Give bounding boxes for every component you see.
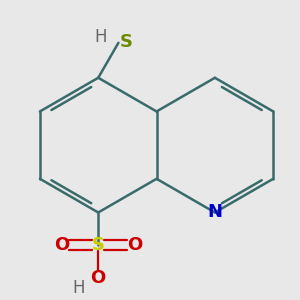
Text: H: H xyxy=(72,278,85,296)
Text: N: N xyxy=(207,203,222,221)
Text: S: S xyxy=(119,33,132,51)
Text: O: O xyxy=(127,236,142,254)
Text: O: O xyxy=(55,236,70,254)
Text: S: S xyxy=(92,236,105,254)
Text: O: O xyxy=(91,269,106,287)
Text: H: H xyxy=(94,28,106,46)
